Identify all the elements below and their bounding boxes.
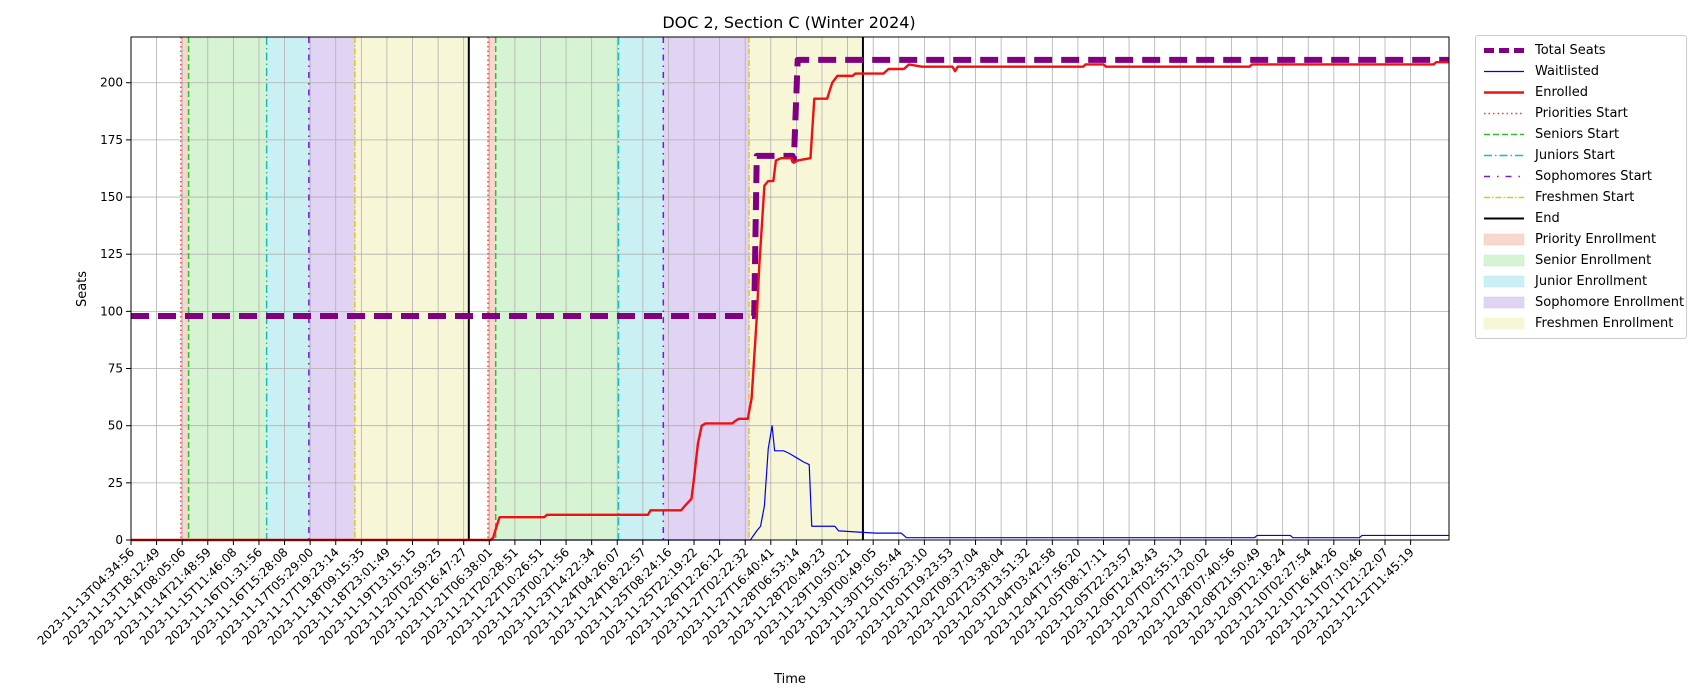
x-axis-ticks: 2023-11-13T04:34:562023-11-13T18:12:4920…: [35, 540, 1417, 648]
legend-label: Waitlisted: [1535, 64, 1600, 79]
legend-item-sophomores-start: Sophomores Start: [1476, 166, 1686, 187]
legend-item-total-seats: Total Seats: [1476, 40, 1686, 61]
sophomore-enrollment-region: [308, 37, 355, 540]
legend-item-enrolled: Enrolled: [1476, 82, 1686, 103]
legend-swatch: [1484, 91, 1524, 94]
legend-swatch: [1483, 233, 1525, 246]
legend-item-sophomore-enrollment: Sophomore Enrollment: [1476, 292, 1686, 313]
priority-enrollment-region: [488, 37, 496, 540]
legend-item-freshmen-enrollment: Freshmen Enrollment: [1476, 313, 1686, 334]
total-seats-line: [131, 56, 1449, 319]
legend-label: Sophomore Enrollment: [1535, 295, 1685, 310]
legend-swatch: [1483, 296, 1525, 309]
legend-item-waitlisted: Waitlisted: [1476, 61, 1686, 82]
legend-label: Freshmen Start: [1535, 190, 1635, 205]
y-tick-label: 100: [100, 304, 123, 318]
legend-label: Sophomores Start: [1535, 169, 1652, 184]
legend-label: Junior Enrollment: [1535, 274, 1648, 289]
legend-item-end: End: [1476, 208, 1686, 229]
data-series: [131, 56, 1449, 542]
legend-item-priority-enrollment: Priority Enrollment: [1476, 229, 1686, 250]
legend-swatch: [1484, 48, 1524, 53]
legend-label: End: [1535, 211, 1560, 226]
plot-area-frame: [130, 36, 1450, 541]
waitlisted-line: [131, 425, 1449, 541]
legend-swatch: [1483, 317, 1525, 330]
junior-enrollment-region: [266, 37, 309, 540]
y-tick-label: 50: [108, 419, 123, 433]
legend-swatch: [1484, 70, 1524, 73]
y-axis-ticks: 0 25 50 75 100 125 150 175 200: [100, 76, 131, 547]
y-tick-label: 200: [100, 76, 123, 90]
y-tick-label: 175: [100, 133, 123, 147]
grid-lines: [130, 37, 1449, 541]
legend-item-freshmen-start: Freshmen Start: [1476, 187, 1686, 208]
legend-label: Seniors Start: [1535, 127, 1620, 142]
legend-label: Enrolled: [1535, 85, 1588, 100]
legend-item-priorities-start: Priorities Start: [1476, 103, 1686, 124]
legend-item-seniors-start: Seniors Start: [1476, 124, 1686, 145]
legend-label: Juniors Start: [1535, 148, 1615, 163]
sophomore-enrollment-region: [663, 37, 750, 540]
freshmen-enrollment-region: [354, 37, 469, 540]
legend-label: Senior Enrollment: [1535, 253, 1652, 268]
x-axis-label: Time: [773, 672, 806, 687]
legend-item-senior-enrollment: Senior Enrollment: [1476, 250, 1686, 271]
legend-swatch: [1484, 217, 1524, 220]
legend-swatch: [1483, 275, 1525, 288]
legend-label: Priorities Start: [1535, 106, 1628, 121]
legend-swatch: [1483, 254, 1525, 267]
y-axis-label: Seats: [75, 271, 90, 307]
y-tick-label: 75: [108, 362, 123, 376]
legend-swatch: [1484, 154, 1524, 157]
legend-label: Priority Enrollment: [1535, 232, 1657, 247]
legend-swatch: [1484, 133, 1524, 136]
y-tick-label: 150: [100, 190, 123, 204]
junior-enrollment-region: [618, 37, 664, 540]
chart-title: DOC 2, Section C (Winter 2024): [662, 13, 915, 32]
legend-label: Total Seats: [1535, 43, 1606, 58]
legend-label: Freshmen Enrollment: [1535, 316, 1674, 331]
enrollment-period-regions: [180, 37, 863, 540]
y-tick-label: 125: [100, 247, 123, 261]
legend-swatch: [1484, 112, 1524, 115]
enrolled-line: [131, 60, 1449, 542]
legend-item-junior-enrollment: Junior Enrollment: [1476, 271, 1686, 292]
y-tick-label: 25: [108, 476, 123, 490]
legend-swatch: [1484, 196, 1524, 199]
senior-enrollment-region: [188, 37, 267, 540]
legend-item-juniors-start: Juniors Start: [1476, 145, 1686, 166]
legend-swatch: [1484, 175, 1524, 178]
freshmen-enrollment-region: [749, 37, 863, 540]
y-tick-label: 0: [115, 533, 123, 547]
chart-legend: Total Seats Waitlisted Enrolled Priorities …: [1475, 35, 1687, 339]
priority-enrollment-region: [180, 37, 189, 540]
senior-enrollment-region: [495, 37, 619, 540]
period-start-markers: [180, 37, 864, 540]
